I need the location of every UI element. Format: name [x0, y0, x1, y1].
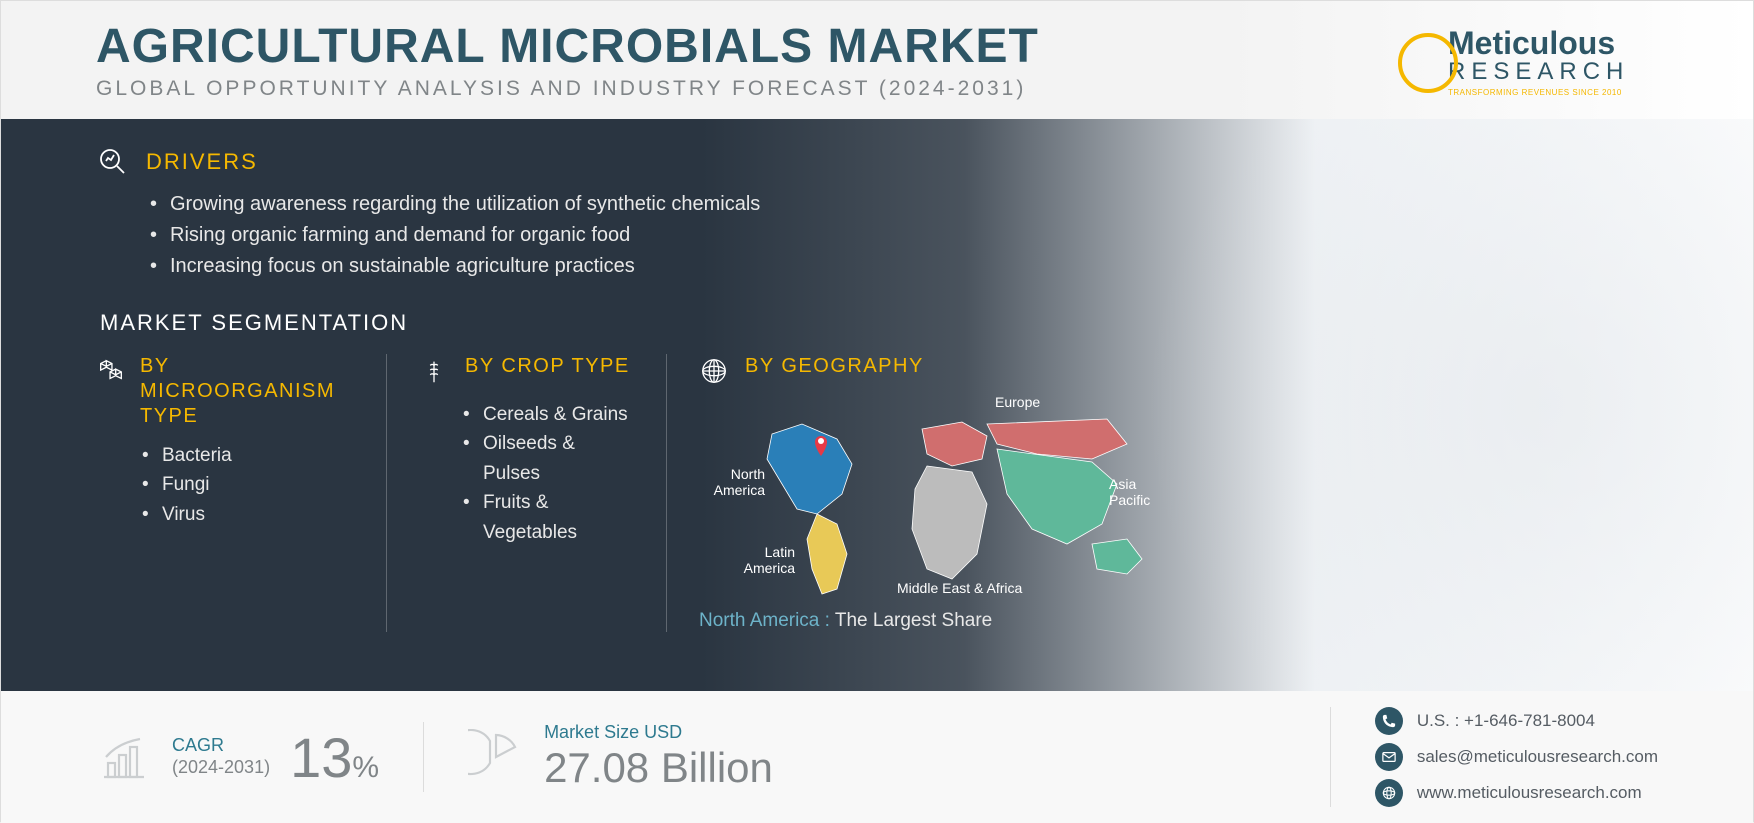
map-region-eu [922, 422, 987, 466]
map-region-la [807, 514, 847, 594]
seg-item: Fungi [142, 470, 356, 499]
metric-cagr: CAGR (2024-2031) 13% [96, 725, 423, 790]
subtitle: GLOBAL OPPORTUNITY ANALYSIS AND INDUSTRY… [96, 77, 1398, 101]
drivers-title: DRIVERS [146, 149, 258, 175]
logo-text: Meticulous RESEARCH TRANSFORMING REVENUE… [1448, 29, 1629, 97]
contact-phone: U.S. : +1-646-781-8004 [1375, 707, 1658, 735]
footer: CAGR (2024-2031) 13% Market Size USD 27.… [1, 691, 1753, 823]
map-region-au [1092, 539, 1142, 574]
seg-col-header: BY MICROORGANISM TYPE [96, 354, 356, 429]
wheat-icon [417, 354, 451, 388]
contacts: U.S. : +1-646-781-8004 sales@meticulousr… [1330, 707, 1658, 807]
contact-email-text: sales@meticulousresearch.com [1417, 747, 1658, 767]
seg-item: Virus [142, 500, 356, 529]
header-left: AGRICULTURAL MICROBIALS MARKET GLOBAL OP… [96, 23, 1398, 101]
seg-col-header: BY GEOGRAPHY [697, 354, 1628, 388]
analytics-icon [96, 145, 130, 179]
map-region-mea [912, 466, 987, 579]
infographic-root: AGRICULTURAL MICROBIALS MARKET GLOBAL OP… [0, 0, 1754, 822]
region-label-eu: Europe [995, 394, 1040, 410]
seg-col-title: BY CROP TYPE [465, 354, 630, 379]
market-size-label: Market Size USD [544, 722, 773, 744]
seg-item: Fruits & Vegetables [463, 488, 636, 547]
segmentation-columns: BY MICROORGANISM TYPE Bacteria Fungi Vir… [96, 354, 1658, 632]
brand-logo: Meticulous RESEARCH TRANSFORMING REVENUE… [1398, 23, 1658, 103]
driver-item: Rising organic farming and demand for or… [150, 220, 1658, 251]
seg-col-title: BY GEOGRAPHY [745, 354, 924, 379]
metric-market-size: Market Size USD 27.08 Billion [423, 722, 817, 792]
region-label-la: Latin America [735, 544, 795, 576]
seg-item: Cereals & Grains [463, 400, 636, 429]
pie-chart-icon [468, 729, 524, 785]
cagr-unit: % [352, 751, 379, 784]
logo-tagline: TRANSFORMING REVENUES SINCE 2010 [1448, 88, 1629, 97]
region-label-ap: Asia Pacific [1109, 476, 1159, 508]
main-title: AGRICULTURAL MICROBIALS MARKET [96, 23, 1398, 71]
cagr-value: 13% [290, 725, 379, 790]
world-map: North America Europe Asia Pacific Latin … [697, 394, 1177, 604]
seg-item: Bacteria [142, 441, 356, 470]
region-label-na: North America [705, 466, 765, 498]
map-region-ap [997, 449, 1117, 544]
geo-footer: North America : The Largest Share [697, 610, 1628, 632]
main-body: DRIVERS Growing awareness regarding the … [1, 119, 1753, 691]
seg-col-crop: BY CROP TYPE Cereals & Grains Oilseeds &… [386, 354, 666, 632]
driver-item: Increasing focus on sustainable agricult… [150, 251, 1658, 282]
header: AGRICULTURAL MICROBIALS MARKET GLOBAL OP… [1, 1, 1753, 119]
drivers-list: Growing awareness regarding the utilizat… [96, 189, 1658, 282]
contact-phone-text: U.S. : +1-646-781-8004 [1417, 711, 1595, 731]
geo-footer-key: North America : [699, 610, 830, 631]
region-label-mea: Middle East & Africa [897, 580, 1022, 596]
market-size-value: 27.08 Billion [544, 744, 773, 792]
seg-list-crop: Cereals & Grains Oilseeds & Pulses Fruit… [417, 400, 636, 547]
seg-col-header: BY CROP TYPE [417, 354, 636, 388]
globe-icon [697, 354, 731, 388]
logo-sub: RESEARCH [1448, 58, 1629, 86]
cagr-number: 13 [290, 726, 352, 789]
web-icon [1375, 779, 1403, 807]
seg-col-geography: BY GEOGRAPHY [666, 354, 1658, 632]
magnifier-icon [1398, 33, 1458, 93]
contact-web-text: www.meticulousresearch.com [1417, 783, 1642, 803]
geo-footer-value: The Largest Share [830, 610, 992, 631]
driver-item: Growing awareness regarding the utilizat… [150, 189, 1658, 220]
cube-icon [96, 354, 126, 388]
contact-email: sales@meticulousresearch.com [1375, 743, 1658, 771]
cagr-label: CAGR (2024-2031) [172, 735, 270, 778]
logo-main: Meticulous [1448, 29, 1629, 58]
email-icon [1375, 743, 1403, 771]
market-size-block: Market Size USD 27.08 Billion [544, 722, 773, 792]
cagr-label-line2: (2024-2031) [172, 757, 270, 777]
seg-col-title: BY MICROORGANISM TYPE [140, 354, 356, 429]
seg-col-microorganism: BY MICROORGANISM TYPE Bacteria Fungi Vir… [96, 354, 386, 632]
contact-web: www.meticulousresearch.com [1375, 779, 1658, 807]
seg-item: Oilseeds & Pulses [463, 429, 636, 488]
bar-chart-icon [96, 729, 152, 785]
map-region-na [767, 424, 852, 514]
seg-list-microorganism: Bacteria Fungi Virus [96, 441, 356, 529]
market-size-label-line1: Market Size USD [544, 722, 682, 742]
phone-icon [1375, 707, 1403, 735]
cagr-label-line1: CAGR [172, 735, 224, 755]
